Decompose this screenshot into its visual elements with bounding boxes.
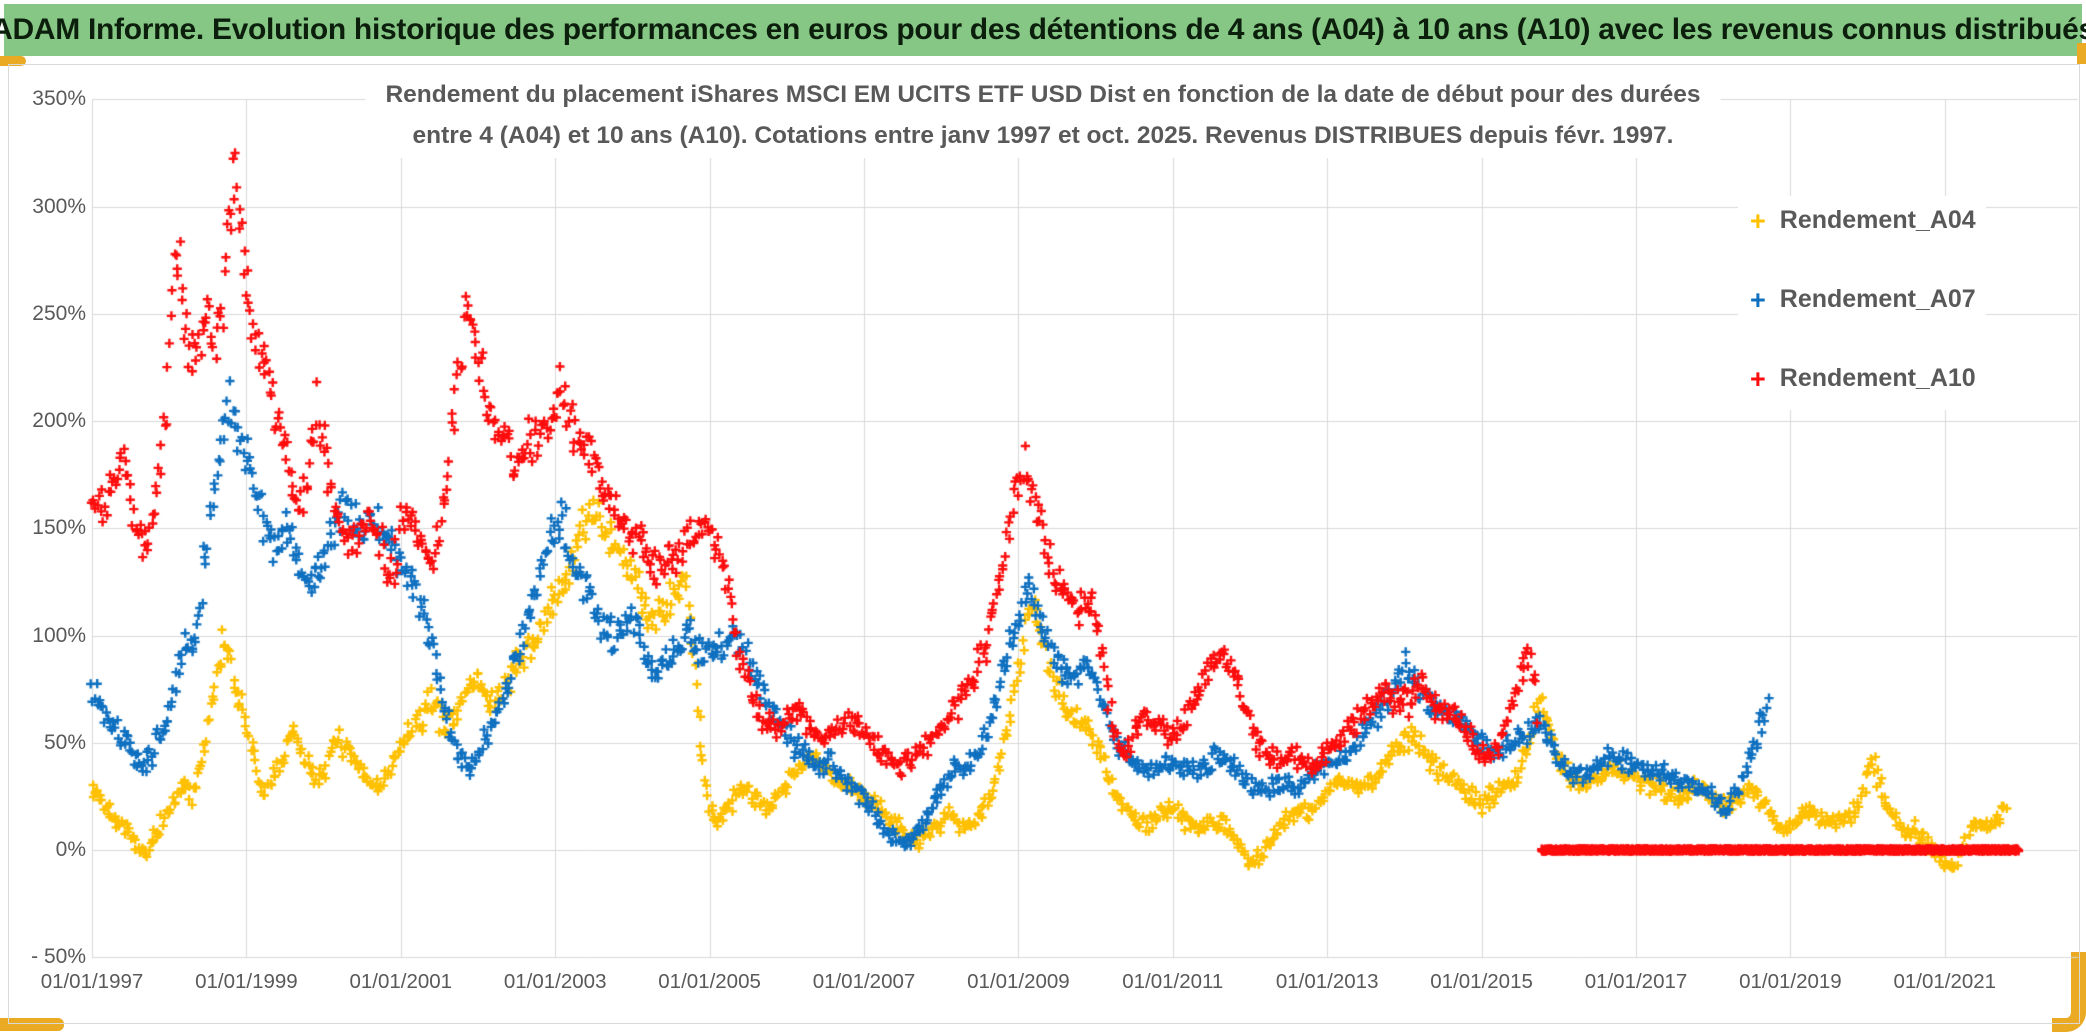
x-tick-label: 01/01/2001 — [349, 970, 453, 993]
y-tick-label: 50% — [43, 730, 86, 754]
y-tick-label: 0% — [55, 838, 86, 861]
legend-label: Rendement_A10 — [1779, 364, 1976, 392]
x-tick-label: 01/01/2015 — [1430, 970, 1533, 993]
legend-plus-marker-icon: + — [1750, 363, 1766, 394]
y-tick-label: 200% — [32, 409, 86, 432]
x-tick-label: 01/01/1997 — [40, 970, 144, 993]
x-tick-label: 01/01/2017 — [1584, 970, 1688, 993]
y-tick-label: 150% — [32, 516, 86, 540]
x-tick-label: 01/01/2007 — [812, 970, 916, 993]
legend-item-rendement_a10: + Rendement_A10 — [1750, 364, 1976, 393]
legend-label: Rendement_A07 — [1779, 285, 1976, 313]
y-tick-label: 300% — [32, 194, 86, 218]
x-tick-label: 01/01/2003 — [503, 970, 607, 993]
legend-item-rendement_a07: + Rendement_A07 — [1750, 285, 1976, 314]
legend-item-rendement_a04: + Rendement_A04 — [1750, 206, 1976, 235]
chart-subtitle-line-2: entre 4 (A04) et 10 ans (A10). Cotations… — [412, 122, 1674, 149]
x-tick-label: 01/01/1999 — [195, 970, 298, 993]
legend-plus-marker-icon: + — [1750, 205, 1766, 236]
x-tick-label: 01/01/2011 — [1122, 970, 1224, 993]
y-tick-label: 350% — [32, 87, 86, 111]
chart-subtitle: Rendement du placement iShares MSCI EM U… — [365, 72, 1721, 158]
legend-plus-marker-icon: + — [1750, 284, 1766, 315]
chart-legend: + Rendement_A04 + Rendement_A07 + Rendement_A… — [1738, 196, 1986, 410]
y-tick-label: 250% — [32, 301, 86, 325]
x-tick-label: 01/01/2019 — [1739, 970, 1842, 993]
x-tick-label: 01/01/2021 — [1893, 970, 1997, 993]
y-tick-label: - 50% — [31, 945, 86, 969]
chart-subtitle-line-1: Rendement du placement iShares MSCI EM U… — [385, 81, 1701, 108]
x-tick-label: 01/01/2005 — [658, 970, 761, 993]
y-tick-label: 100% — [32, 623, 86, 647]
x-tick-label: 01/01/2009 — [967, 970, 1070, 993]
x-tick-label: 01/01/2013 — [1275, 970, 1379, 993]
legend-label: Rendement_A04 — [1779, 206, 1976, 234]
